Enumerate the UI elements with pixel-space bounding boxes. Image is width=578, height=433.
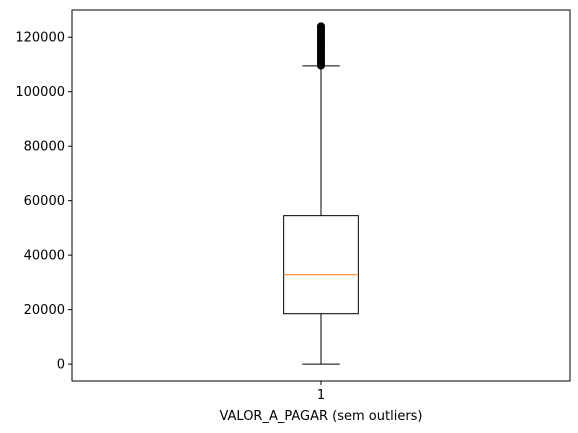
y-tick-label: 0 (57, 358, 65, 373)
y-tick-label: 60000 (24, 194, 65, 209)
box-series (283, 22, 359, 365)
box-iqr (283, 215, 359, 315)
y-tick-label: 120000 (15, 31, 65, 46)
y-tick-label: 100000 (15, 85, 65, 100)
outlier-point (317, 22, 325, 31)
x-axis-label: VALOR_A_PAGAR (sem outliers) (219, 409, 422, 424)
y-tick-label: 40000 (24, 249, 65, 264)
y-tick-label: 80000 (24, 140, 65, 155)
x-axis: 1 (317, 381, 325, 403)
y-axis: 0 20000 40000 60000 80000 100000 120000 (15, 31, 72, 373)
x-tick-label: 1 (317, 388, 325, 403)
y-tick-label: 20000 (24, 303, 65, 318)
